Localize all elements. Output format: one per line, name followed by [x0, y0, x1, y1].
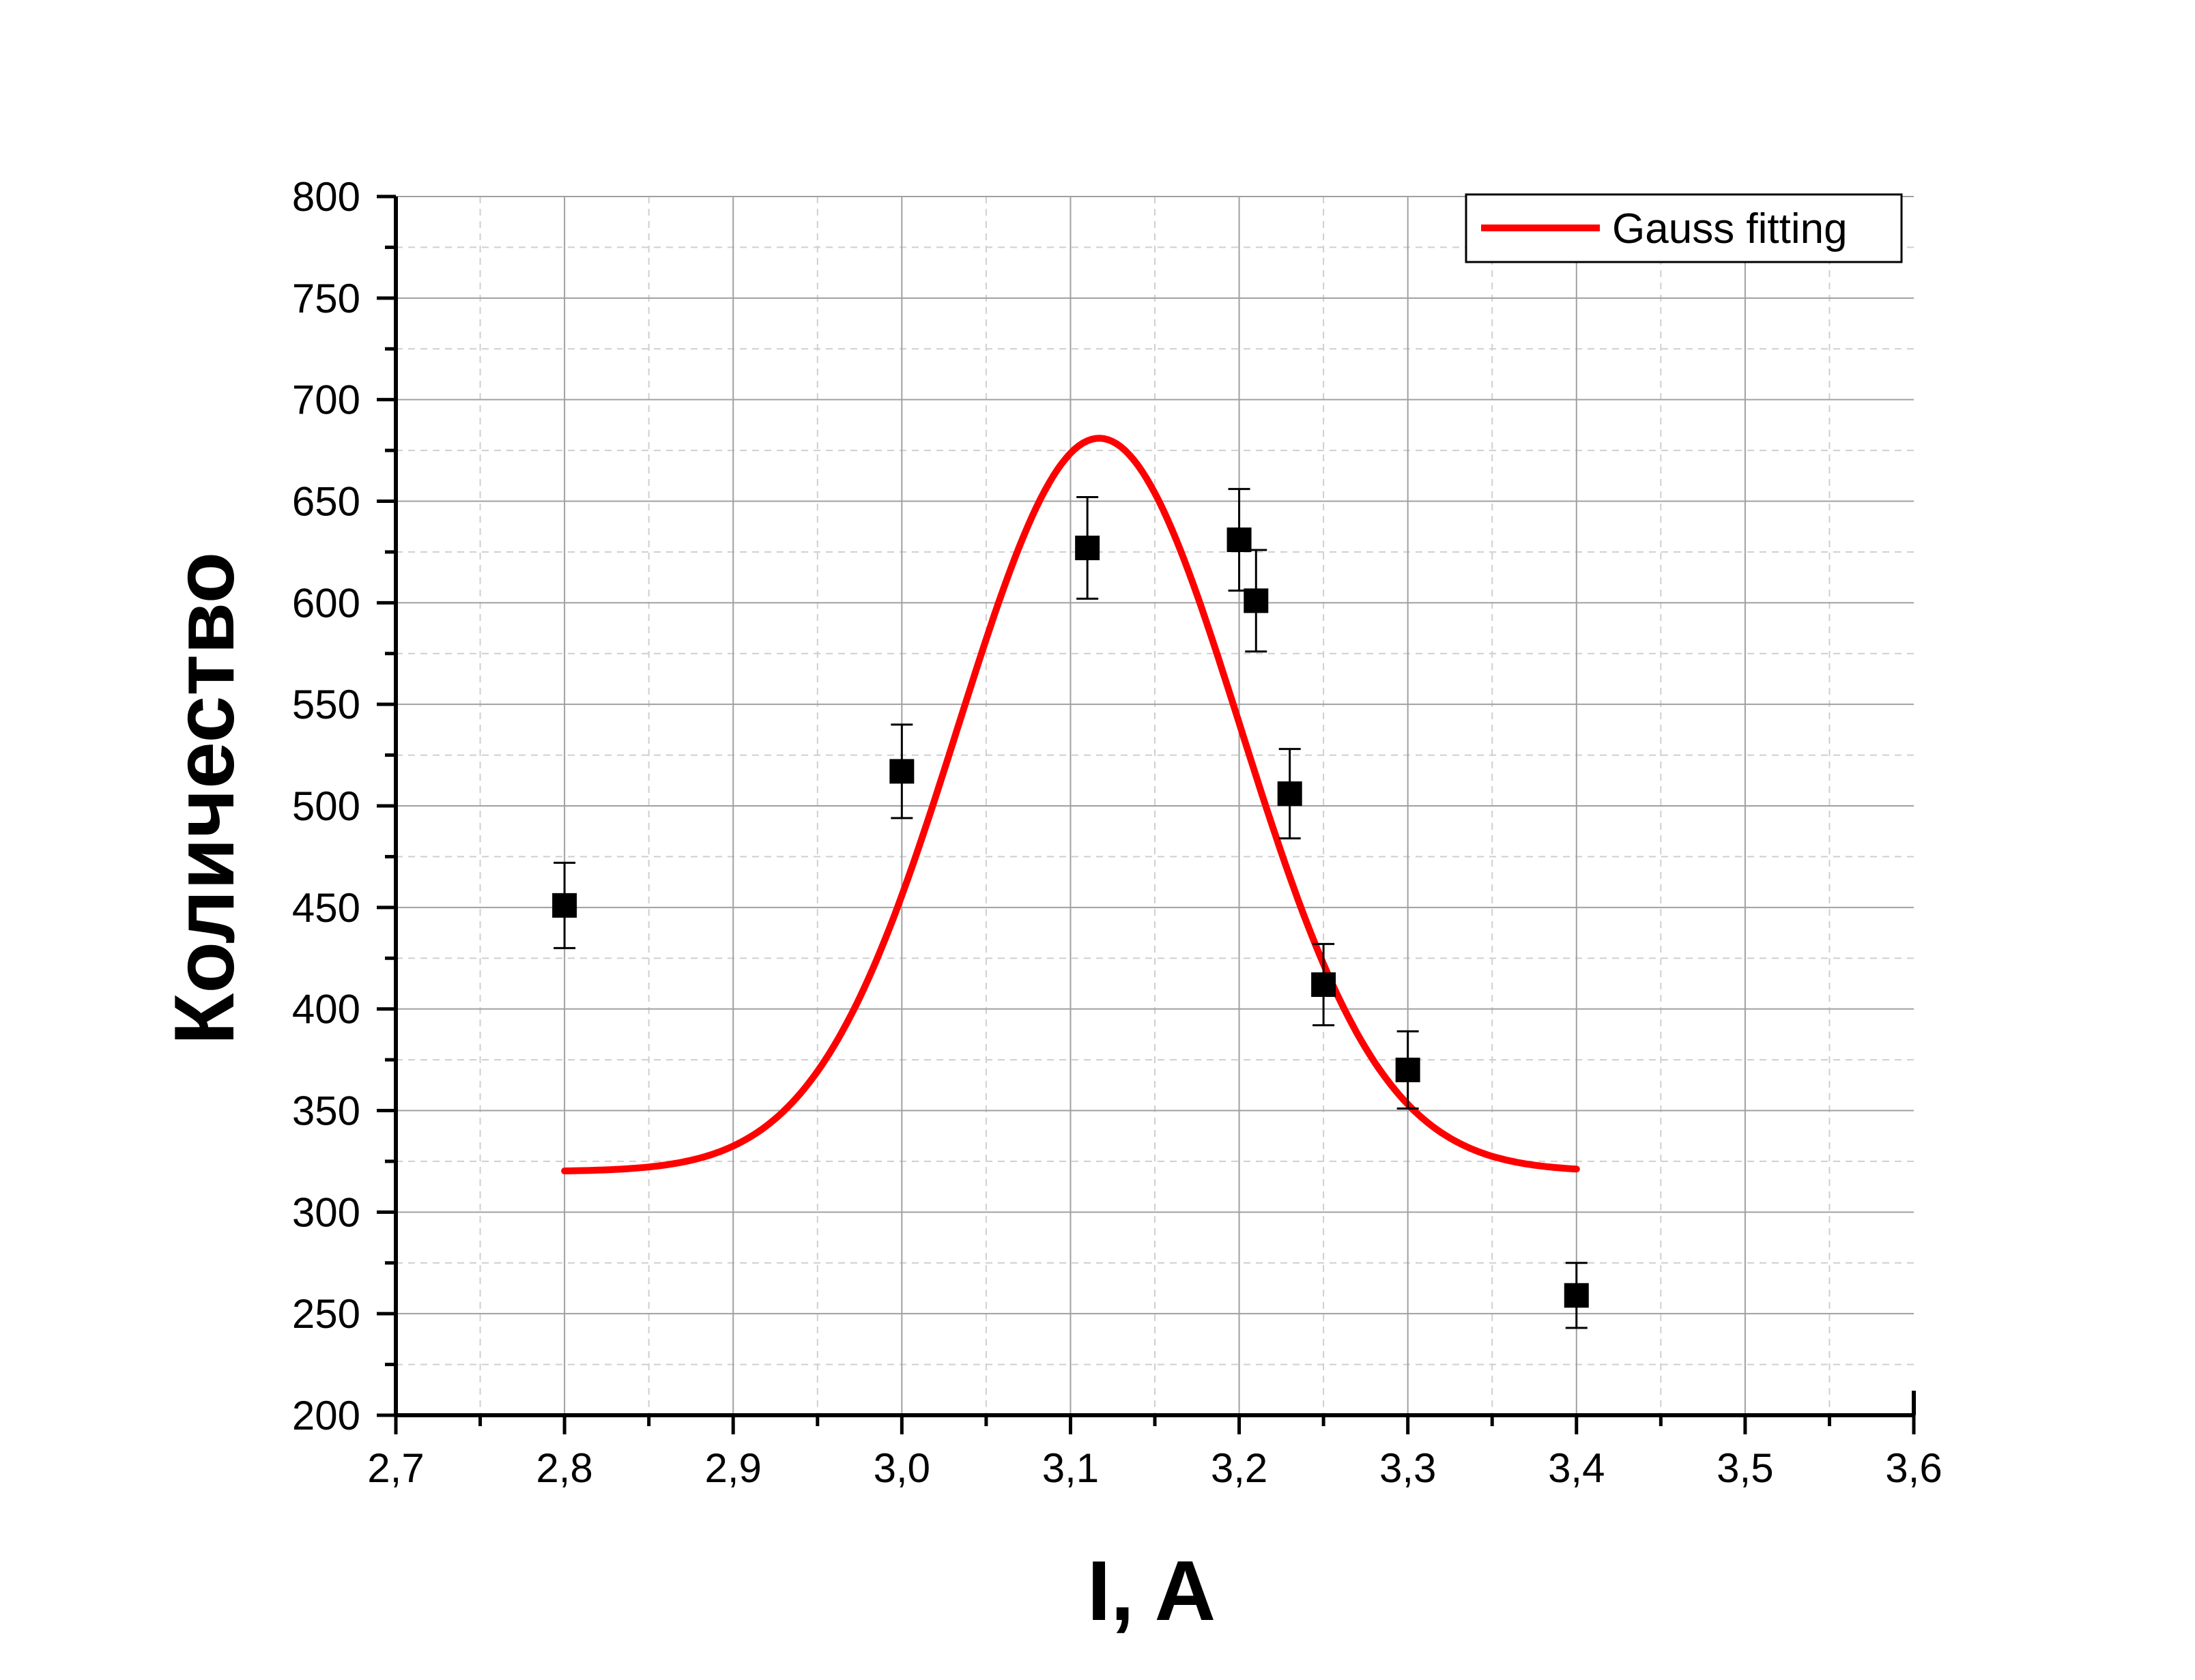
y-tick-label: 750 — [292, 276, 360, 321]
y-tick-label: 800 — [292, 174, 360, 220]
data-point-marker — [1277, 781, 1302, 807]
y-tick-label: 550 — [292, 682, 360, 727]
x-tick-label: 3,0 — [874, 1445, 930, 1491]
axes: 2,7 2,8 2,9 3,0 3,1 3,2 3,3 3,4 3,5 3,6 200 250 300 3… — [292, 174, 1942, 1491]
grid — [396, 196, 1914, 1415]
data-point-marker — [1311, 972, 1336, 997]
x-tick-label: 3,1 — [1042, 1445, 1099, 1491]
y-axis-title: Количество — [158, 552, 252, 1045]
x-tick-label: 2,8 — [536, 1445, 592, 1491]
x-tick-label: 3,4 — [1548, 1445, 1605, 1491]
y-tick-label: 350 — [292, 1088, 360, 1134]
x-axis-title: I, A — [1087, 1544, 1216, 1638]
y-tick-label: 650 — [292, 479, 360, 525]
data-point-marker — [1564, 1283, 1589, 1308]
y-tick-label: 600 — [292, 580, 360, 626]
x-tick-label: 2,9 — [705, 1445, 762, 1491]
y-tick-label: 400 — [292, 987, 360, 1032]
y-tick-label: 200 — [292, 1393, 360, 1438]
data-point-marker — [889, 759, 915, 784]
legend: Gauss fitting — [1465, 193, 1903, 263]
y-tick-label: 300 — [292, 1189, 360, 1235]
x-tick-label: 3,5 — [1717, 1445, 1773, 1491]
y-tick-label: 500 — [292, 783, 360, 829]
data-point-marker — [1075, 535, 1100, 560]
y-tick-label: 250 — [292, 1291, 360, 1337]
data-point-marker — [1244, 588, 1269, 613]
data-points — [552, 488, 1589, 1329]
x-tick-label: 3,2 — [1211, 1445, 1267, 1491]
data-point-marker — [552, 893, 577, 918]
y-tick-label: 450 — [292, 885, 360, 931]
data-point-marker — [1395, 1057, 1420, 1082]
legend-label: Gauss fitting — [1612, 205, 1848, 252]
x-tick-label: 3,6 — [1885, 1445, 1942, 1491]
data-point-marker — [1226, 527, 1252, 553]
y-tick-label: 700 — [292, 377, 360, 423]
x-tick-label: 3,3 — [1379, 1445, 1436, 1491]
x-tick-label: 2,7 — [367, 1445, 424, 1491]
